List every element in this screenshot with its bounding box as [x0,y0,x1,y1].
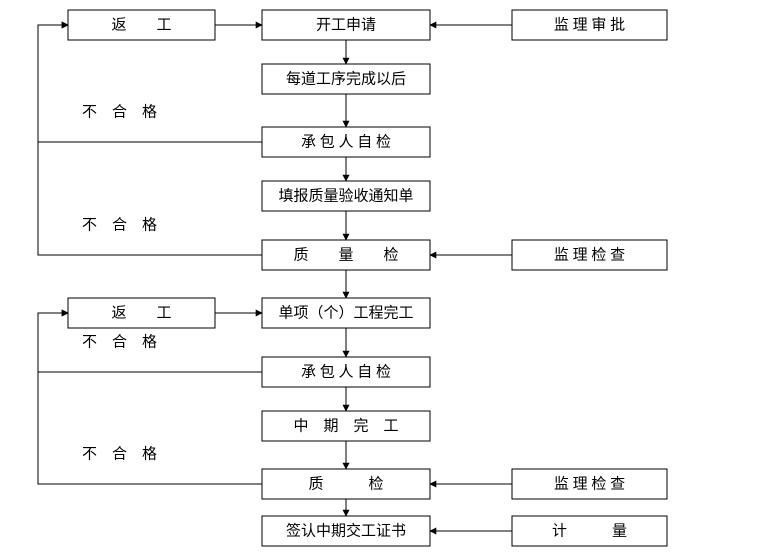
node-label: 质 量 检 [293,246,398,263]
flow-node-r_approve: 监 理 审 批 [512,10,667,40]
fail-label-fail2: 不 合 格 [82,216,157,233]
edges-layer [215,25,512,531]
node-label: 质 检 [308,475,383,492]
flow-node-c_single: 单项（个）工程完工 [262,298,430,328]
node-label: 计 量 [552,522,627,539]
node-label: 监 理 检 查 [554,475,625,492]
flow-node-c_eachproc: 每道工序完成以后 [262,64,430,94]
flow-node-c_qc1: 质 量 检 [262,240,430,270]
labels-layer: 不 合 格不 合 格不 合 格不 合 格 [82,103,157,462]
node-label: 返 工 [111,16,171,33]
flow-node-c_self1: 承 包 人 自 检 [262,127,430,157]
flow-node-c_qc2: 质 检 [262,469,430,499]
node-label: 填报质量验收通知单 [278,187,413,204]
node-label: 返 工 [111,304,171,321]
nodes-layer: 返 工开工申请监 理 审 批每道工序完成以后承 包 人 自 检填报质量验收通知单… [68,10,667,546]
flow-node-c_self2: 承 包 人 自 检 [262,357,430,387]
node-label: 开工申请 [316,16,376,33]
node-label: 单项（个）工程完工 [278,304,413,321]
node-label: 承 包 人 自 检 [301,363,391,380]
feedback-loops-layer [38,25,262,484]
feedback-c_self1-l_rework1 [38,25,262,142]
node-label: 监 理 审 批 [554,16,625,33]
node-label: 签认中期交工证书 [286,521,406,539]
fail-label-fail3: 不 合 格 [82,333,157,350]
flow-node-c_form: 填报质量验收通知单 [262,181,430,211]
flow-node-c_sign: 签认中期交工证书 [262,516,430,546]
flow-node-r_inspect2: 监 理 检 查 [512,469,667,499]
fail-label-fail1: 不 合 格 [82,103,157,120]
flow-node-r_inspect1: 监 理 检 查 [512,240,667,270]
flow-node-l_rework1: 返 工 [68,10,215,40]
fail-label-fail4: 不 合 格 [82,445,157,462]
flow-node-l_rework2: 返 工 [68,298,215,328]
node-label: 中 期 完 工 [293,417,398,434]
node-label: 承 包 人 自 检 [301,133,391,150]
flow-node-r_measure: 计 量 [512,516,667,546]
flow-node-c_midcomp: 中 期 完 工 [262,411,430,441]
flow-node-c_start: 开工申请 [262,10,430,40]
node-label: 监 理 检 查 [554,246,625,263]
node-label: 每道工序完成以后 [286,70,406,87]
flowchart: 返 工开工申请监 理 审 批每道工序完成以后承 包 人 自 检填报质量验收通知单… [0,0,760,553]
